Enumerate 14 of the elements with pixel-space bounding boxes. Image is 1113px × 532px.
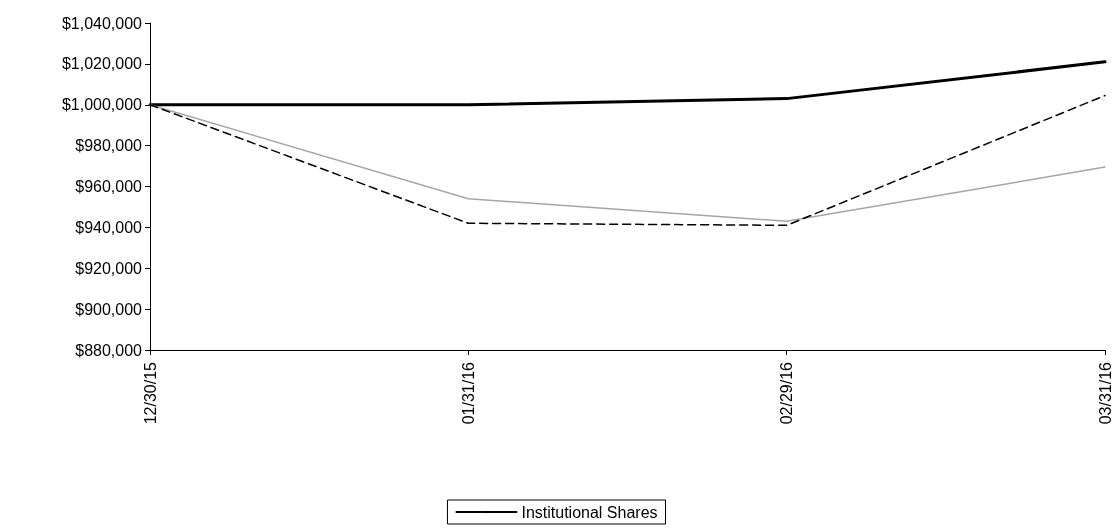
y-tick-label: $900,000 [75, 300, 143, 318]
x-tick-label: 12/30/15 [141, 361, 159, 425]
y-tick-label: $1,020,000 [61, 55, 143, 73]
y-tick-label: $920,000 [75, 259, 143, 277]
y-tick-label: $880,000 [75, 341, 143, 359]
x-tick-label: 03/31/16 [1096, 361, 1113, 425]
x-tick-label: 01/31/16 [459, 361, 477, 425]
y-tick-label: $980,000 [75, 137, 143, 155]
legend-label: Institutional Shares [521, 503, 658, 521]
y-tick-label: $940,000 [75, 218, 143, 236]
x-tick-label: 02/29/16 [778, 361, 796, 425]
y-tick-label: $960,000 [75, 178, 143, 195]
y-tick-label: $1,040,000 [61, 14, 143, 32]
y-tick-label: $1,000,000 [61, 96, 143, 114]
